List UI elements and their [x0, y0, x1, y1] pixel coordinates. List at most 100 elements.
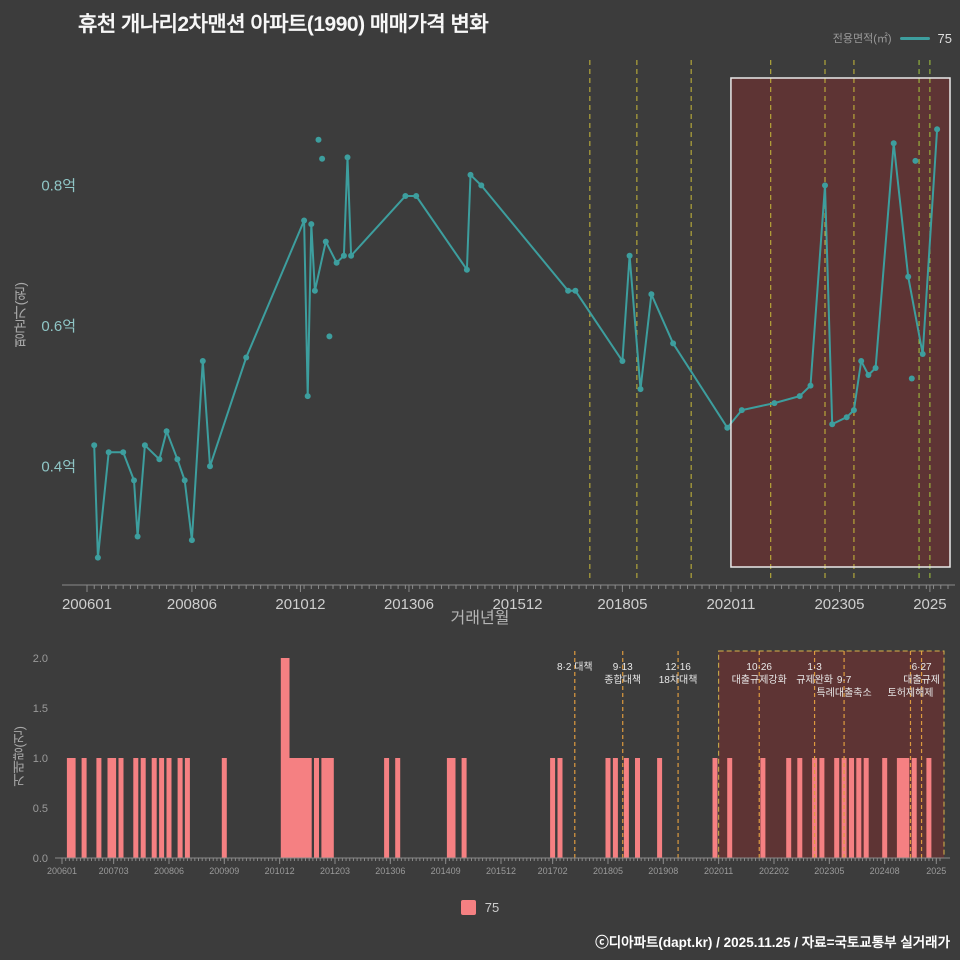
volume-bar[interactable]: [166, 758, 172, 858]
price-data-point[interactable]: [572, 287, 579, 294]
volume-bar[interactable]: [819, 758, 825, 858]
price-data-point[interactable]: [670, 340, 677, 347]
price-data-point[interactable]: [243, 354, 250, 361]
price-data-point[interactable]: [905, 273, 912, 280]
volume-bar[interactable]: [295, 758, 301, 858]
volume-bar[interactable]: [133, 758, 139, 858]
price-data-point[interactable]: [771, 400, 778, 407]
volume-bar[interactable]: [623, 758, 629, 858]
price-data-point[interactable]: [822, 182, 828, 189]
price-data-point[interactable]: [141, 442, 148, 449]
volume-bar[interactable]: [70, 758, 76, 858]
volume-bar[interactable]: [760, 758, 766, 858]
price-data-point[interactable]: [333, 259, 340, 266]
price-data-point[interactable]: [934, 126, 941, 133]
price-data-point[interactable]: [402, 193, 409, 199]
price-data-point[interactable]: [131, 477, 137, 484]
price-data-point[interactable]: [865, 372, 872, 378]
price-data-point[interactable]: [648, 291, 655, 298]
volume-bar[interactable]: [325, 758, 331, 858]
price-data-point[interactable]: [872, 365, 879, 371]
price-data-point[interactable]: [919, 351, 926, 357]
price-data-point[interactable]: [163, 428, 170, 435]
volume-bar[interactable]: [140, 758, 146, 858]
volume-bar[interactable]: [303, 758, 308, 858]
volume-bar[interactable]: [446, 758, 452, 858]
price-data-point[interactable]: [619, 358, 626, 364]
price-data-point[interactable]: [174, 456, 181, 463]
price-data-point[interactable]: [319, 155, 326, 162]
price-data-point[interactable]: [105, 449, 112, 456]
legend-top[interactable]: 전용면적(㎡) 75: [833, 30, 952, 46]
volume-bar[interactable]: [557, 758, 563, 858]
volume-bar[interactable]: [111, 758, 117, 858]
volume-bar[interactable]: [314, 758, 319, 858]
volume-bar[interactable]: [911, 758, 917, 858]
volume-bar[interactable]: [299, 758, 305, 858]
volume-bar[interactable]: [321, 758, 327, 858]
price-line-series[interactable]: [93, 129, 939, 558]
volume-bar-chart[interactable]: 200601 200703 200806 200909 201012 201203 2013…: [0, 645, 960, 885]
price-data-point[interactable]: [120, 449, 127, 456]
price-data-point[interactable]: [134, 533, 141, 540]
volume-bar[interactable]: [159, 758, 165, 858]
price-data-point[interactable]: [311, 287, 318, 294]
price-data-point[interactable]: [908, 375, 915, 382]
volume-bar[interactable]: [306, 758, 312, 858]
price-data-point[interactable]: [724, 424, 731, 431]
volume-bar[interactable]: [896, 758, 902, 858]
price-data-point[interactable]: [796, 393, 803, 400]
volume-bar[interactable]: [461, 758, 467, 858]
price-data-point[interactable]: [565, 287, 572, 294]
volume-bar[interactable]: [856, 758, 862, 858]
volume-bar[interactable]: [221, 758, 227, 858]
price-data-point[interactable]: [301, 217, 308, 224]
price-line-chart[interactable]: 200601 200806 201012 201306 201512 201805 2020…: [0, 50, 960, 625]
price-data-point[interactable]: [858, 358, 865, 364]
volume-bar[interactable]: [797, 758, 803, 858]
price-data-point[interactable]: [807, 382, 814, 389]
price-data-point[interactable]: [94, 554, 101, 561]
volume-bar[interactable]: [727, 758, 733, 858]
price-data-point[interactable]: [843, 414, 850, 421]
price-data-point[interactable]: [348, 252, 355, 259]
volume-bar[interactable]: [849, 758, 854, 858]
price-data-point[interactable]: [738, 407, 745, 414]
volume-bar[interactable]: [612, 758, 618, 858]
volume-bar[interactable]: [107, 758, 113, 858]
price-data-point[interactable]: [340, 252, 347, 259]
volume-bar[interactable]: [712, 758, 718, 858]
price-data-point[interactable]: [156, 456, 163, 463]
volume-bar[interactable]: [118, 758, 124, 858]
volume-bar[interactable]: [786, 758, 792, 858]
volume-bar[interactable]: [605, 758, 611, 858]
price-data-point[interactable]: [199, 358, 206, 364]
price-data-point[interactable]: [207, 463, 213, 470]
volume-bar[interactable]: [834, 758, 840, 858]
volume-bar[interactable]: [81, 758, 87, 858]
price-data-point[interactable]: [322, 238, 329, 245]
price-data-point[interactable]: [912, 157, 919, 164]
price-data-point[interactable]: [91, 442, 98, 449]
volume-bar[interactable]: [657, 758, 663, 858]
volume-bar[interactable]: [291, 758, 297, 858]
volume-bar[interactable]: [384, 758, 390, 858]
price-data-point[interactable]: [315, 136, 322, 143]
price-data-point[interactable]: [308, 221, 315, 228]
volume-bar[interactable]: [328, 758, 334, 858]
volume-bar[interactable]: [904, 758, 910, 858]
volume-bar[interactable]: [926, 758, 932, 858]
price-data-point[interactable]: [829, 421, 836, 428]
price-data-point[interactable]: [478, 182, 485, 189]
legend-bottom[interactable]: 75: [0, 900, 960, 915]
price-data-point[interactable]: [463, 266, 470, 273]
volume-bar[interactable]: [284, 658, 290, 858]
volume-bar[interactable]: [635, 758, 640, 858]
volume-bar[interactable]: [151, 758, 157, 858]
price-data-point[interactable]: [188, 537, 195, 544]
volume-bar[interactable]: [900, 758, 906, 858]
price-data-point[interactable]: [637, 386, 644, 393]
price-data-point[interactable]: [890, 140, 897, 147]
price-data-point[interactable]: [181, 477, 188, 484]
volume-bar[interactable]: [395, 758, 401, 858]
